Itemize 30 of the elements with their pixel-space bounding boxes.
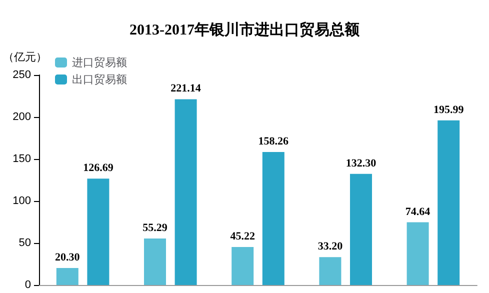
legend-label: 进口贸易额: [72, 56, 127, 69]
data-label: 33.20: [318, 240, 344, 253]
data-label: 132.30: [346, 157, 377, 170]
bar: [56, 268, 78, 285]
y-tick-label: 200: [12, 111, 31, 123]
bar: [144, 238, 166, 285]
y-tick-label: 100: [12, 195, 31, 207]
data-label: 55.29: [142, 222, 168, 234]
bar: [406, 222, 429, 285]
bar: [232, 247, 254, 285]
legend-label: 出口贸易额: [72, 73, 127, 86]
y-tick-label: 250: [12, 69, 31, 81]
chart-title: 2013-2017年银川市进出口贸易总额: [130, 20, 360, 38]
y-tick-label: 0: [24, 279, 31, 291]
data-label: 195.99: [433, 104, 464, 116]
y-tick-label: 50: [18, 237, 31, 249]
y-tick-label: 150: [12, 153, 31, 165]
data-label: 74.64: [405, 206, 431, 218]
bar: [350, 174, 372, 285]
bar: [319, 257, 342, 285]
bar: [262, 152, 284, 285]
data-label: 126.69: [83, 162, 114, 174]
bar: [87, 178, 110, 285]
data-label: 45.22: [230, 230, 256, 243]
bar: [174, 99, 197, 285]
y-axis-title: （亿元）: [3, 52, 47, 64]
data-label: 221.14: [170, 82, 202, 95]
data-label: 20.30: [55, 251, 80, 264]
bar: [438, 120, 460, 285]
data-label: 158.26: [258, 136, 290, 148]
